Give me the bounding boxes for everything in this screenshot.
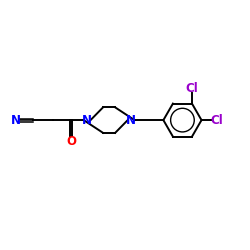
Text: N: N — [126, 114, 136, 126]
Text: O: O — [66, 135, 76, 148]
Text: Cl: Cl — [211, 114, 224, 126]
Text: N: N — [82, 114, 92, 126]
Text: N: N — [11, 114, 21, 126]
Text: Cl: Cl — [186, 82, 198, 95]
